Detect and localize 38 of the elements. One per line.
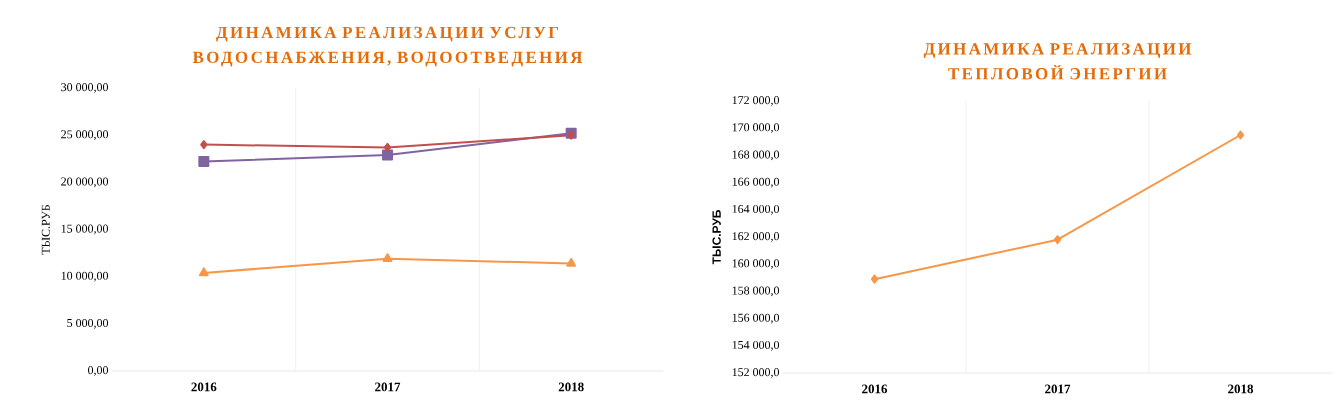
y-tick-label: 10 000,00: [61, 271, 109, 282]
x-tick-label: 2017: [1045, 384, 1071, 394]
chart-title: ДИНАМИКА РЕАЛИЗАЦИИ УСЛУГ ВОДОСНАБЖЕНИЯ, ВОДООТВЕДЕНИЯ: [192, 26, 583, 67]
point: [1053, 235, 1062, 245]
y-tick-label: 0,00: [88, 366, 109, 376]
x-tick-label: 2018: [1228, 384, 1254, 394]
point: [1236, 130, 1245, 140]
y-tick-label: 160 000,0: [732, 259, 780, 270]
point: [382, 253, 393, 262]
y-tick-label: 164 000,0: [732, 204, 780, 215]
point: [383, 142, 392, 152]
y-tick-label: 20 000,00: [61, 177, 109, 188]
point: [870, 274, 879, 284]
y-tick-label: 166 000,0: [732, 177, 780, 188]
y-tick-label: 15 000,00: [61, 224, 109, 235]
y-tick-label: 5 000,00: [67, 318, 109, 329]
y-tick-label: 172 000,0: [732, 96, 780, 106]
point: [382, 149, 394, 161]
y-tick-label: 162 000,0: [732, 232, 780, 242]
y-tick-label: 156 000,0: [732, 313, 780, 324]
y-tick-label: 154 000,0: [732, 340, 780, 351]
y-tick-label: 158 000,0: [732, 286, 780, 297]
x-tick-label: 2016: [191, 382, 217, 392]
x-tick-label: 2018: [558, 382, 584, 392]
y-axis-title: ТЫС.РУБ: [712, 210, 721, 265]
chart-title: ДИНАМИКА РЕАЛИЗАЦИИ ТЕПЛОВОЙ ЭНЕРГИИ: [923, 43, 1192, 80]
y-tick-label: 25 000,00: [61, 130, 109, 141]
y-tick-label: 152 000,0: [732, 368, 780, 378]
y-tick-label: 168 000,0: [732, 150, 780, 161]
y-axis-title: ТЫС.РУБ: [41, 205, 50, 255]
y-tick-label: 170 000,0: [732, 123, 780, 134]
x-tick-label: 2016: [862, 384, 888, 394]
point: [198, 267, 209, 277]
point: [200, 140, 208, 150]
point: [198, 156, 210, 168]
x-tick-label: 2017: [375, 382, 401, 392]
point: [566, 257, 577, 267]
y-tick-label: 30 000,00: [61, 83, 109, 93]
